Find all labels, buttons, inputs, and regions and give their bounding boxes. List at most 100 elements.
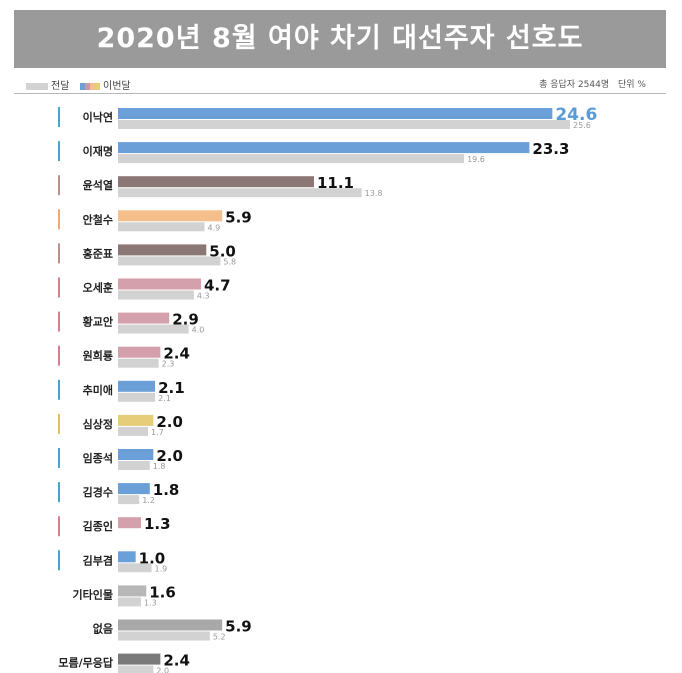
previous-bar xyxy=(118,120,570,129)
category-marker xyxy=(58,141,60,162)
previous-value-label: 13.8 xyxy=(365,189,383,198)
previous-bar xyxy=(118,392,156,402)
category-marker xyxy=(58,482,60,503)
previous-bar xyxy=(118,154,465,164)
survey-meta: 총 응답자 2544명 단위 % xyxy=(533,77,646,90)
current-bar xyxy=(118,653,161,665)
category-label: 안철수 xyxy=(83,212,113,226)
previous-bar xyxy=(118,495,140,505)
previous-bar xyxy=(118,665,154,673)
previous-bar xyxy=(118,597,141,607)
current-bar xyxy=(118,449,154,460)
previous-value-label: 4.0 xyxy=(192,326,205,335)
current-value-label: 2.1 xyxy=(158,379,185,397)
legend-current-swatch-4 xyxy=(95,82,100,90)
previous-value-label: 25.6 xyxy=(573,121,591,130)
title-bar: 2020년 8월 여야 차기 대선주자 선호도 xyxy=(14,10,666,68)
previous-value-label: 5.8 xyxy=(223,257,236,266)
current-value-label: 1.3 xyxy=(144,515,171,533)
previous-value-label: 1.3 xyxy=(144,598,157,607)
legend-previous-label: 전달 xyxy=(51,81,70,92)
current-value-label: 1.0 xyxy=(139,549,166,567)
legend-current-swatch-2 xyxy=(85,82,90,90)
category-marker xyxy=(58,550,60,571)
category-marker xyxy=(58,209,60,230)
previous-value-label: 2.3 xyxy=(162,360,175,369)
current-value-label: 5.9 xyxy=(225,208,252,226)
current-bar xyxy=(118,176,314,188)
previous-value-label: 4.3 xyxy=(197,292,210,301)
category-label: 윤석열 xyxy=(83,178,113,192)
category-marker xyxy=(58,311,60,332)
category-label: 김부겸 xyxy=(83,554,113,567)
current-value-label: 5.9 xyxy=(225,618,252,636)
header-divider xyxy=(14,93,666,94)
category-label: 김경수 xyxy=(83,485,113,499)
previous-bar xyxy=(118,222,205,232)
previous-value-label: 1.2 xyxy=(142,496,155,505)
current-bar xyxy=(118,108,553,119)
previous-bar xyxy=(118,324,189,334)
previous-value-label: 19.6 xyxy=(467,155,485,164)
legend-previous: 전달 xyxy=(26,77,69,92)
previous-value-label: 4.9 xyxy=(208,223,221,232)
category-label: 추미애 xyxy=(83,383,113,397)
legend-current-swatch-1 xyxy=(80,82,85,90)
current-value-label: 2.0 xyxy=(156,413,183,431)
respondents-count: 총 응답자 2544명 xyxy=(539,80,610,90)
category-label: 임종석 xyxy=(83,451,113,465)
previous-value-label: 2.1 xyxy=(158,394,171,403)
category-label: 오세훈 xyxy=(83,281,113,295)
category-label: 이재명 xyxy=(83,144,113,158)
category-marker xyxy=(58,243,60,264)
category-label: 모름/무응답 xyxy=(58,656,113,670)
previous-bar xyxy=(118,563,152,573)
previous-value-label: 1.7 xyxy=(151,428,164,437)
current-value-label: 1.8 xyxy=(153,481,180,499)
category-label: 홍준표 xyxy=(83,246,113,260)
current-value-label: 2.4 xyxy=(163,345,190,363)
current-bar xyxy=(118,517,141,529)
current-value-label: 5.0 xyxy=(209,242,236,260)
category-label: 황교안 xyxy=(83,315,113,329)
category-marker xyxy=(58,516,60,537)
previous-value-label: 2.0 xyxy=(156,667,169,673)
current-bar xyxy=(118,244,207,256)
current-value-label: 1.6 xyxy=(149,583,176,601)
current-bar xyxy=(118,312,170,324)
current-bar xyxy=(118,619,223,631)
category-marker xyxy=(58,413,60,434)
previous-bar xyxy=(118,358,159,368)
current-value-label: 2.4 xyxy=(163,652,190,670)
current-bar xyxy=(118,380,156,392)
category-label: 김종인 xyxy=(83,519,113,533)
previous-bar xyxy=(118,290,194,300)
legend-current-label: 이번달 xyxy=(103,81,131,92)
current-bar xyxy=(118,551,136,563)
current-value-label: 23.3 xyxy=(532,140,569,158)
category-label: 심상정 xyxy=(83,417,113,431)
previous-bar xyxy=(118,426,149,436)
current-bar xyxy=(118,346,161,358)
current-bar xyxy=(118,414,154,426)
current-value-label: 4.7 xyxy=(204,277,231,295)
legend-current: 이번달 xyxy=(80,77,131,92)
category-marker xyxy=(58,379,60,400)
current-bar xyxy=(118,585,147,597)
category-label: 없음 xyxy=(93,623,113,636)
category-marker xyxy=(58,345,60,366)
previous-bar xyxy=(118,461,150,470)
current-bar xyxy=(118,210,223,222)
previous-bar xyxy=(118,256,221,266)
category-label: 원희룡 xyxy=(83,349,113,363)
previous-bar xyxy=(118,188,362,198)
category-marker xyxy=(58,277,60,298)
current-value-label: 2.0 xyxy=(156,447,183,465)
category-label: 기타인물 xyxy=(73,587,113,601)
current-bar xyxy=(118,142,530,154)
legend-current-swatch-3 xyxy=(90,82,95,90)
previous-bar xyxy=(118,631,210,641)
unit-label: 단위 % xyxy=(618,80,646,90)
previous-value-label: 1.9 xyxy=(155,564,168,573)
